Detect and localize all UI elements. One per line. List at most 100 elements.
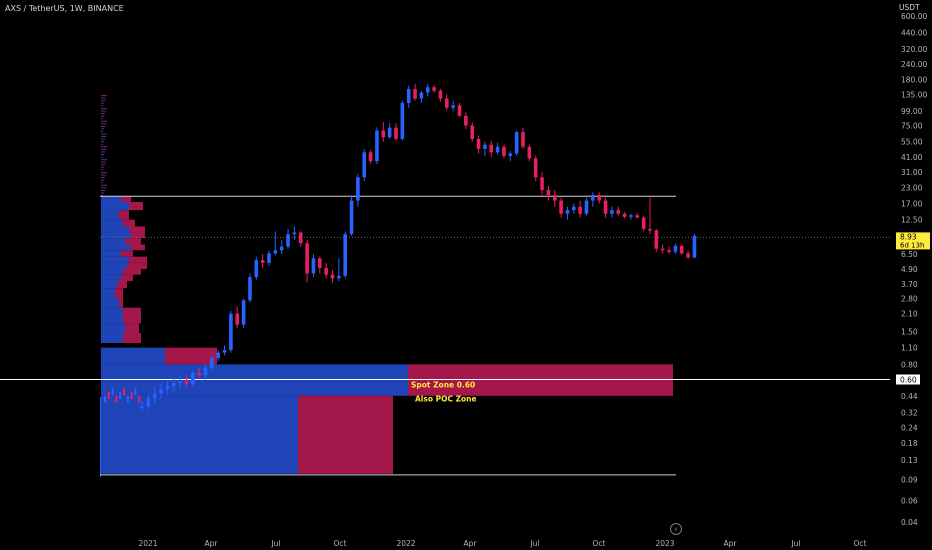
vp-up-bar-18 xyxy=(101,323,125,334)
current-price-value: 8.93 xyxy=(900,232,917,241)
candle-body-76 xyxy=(622,213,627,217)
time-tick-5: Apr xyxy=(464,539,478,548)
candle-body-33 xyxy=(349,200,354,235)
vp-tick-5 xyxy=(101,182,103,184)
candle-body-4 xyxy=(165,386,170,390)
level-price-value: 0.60 xyxy=(900,375,917,384)
candle-body-37 xyxy=(375,130,379,162)
price-tick-24: 0.44 xyxy=(901,392,918,401)
vp-down-bar-1 xyxy=(129,202,143,211)
candle-body-1 xyxy=(146,398,151,407)
vp-up-bar-19 xyxy=(101,333,123,344)
vp-tick-38 xyxy=(101,97,106,99)
vp-up-bar-11 xyxy=(101,268,123,275)
price-tick-2: 320.00 xyxy=(901,45,927,54)
candle-body-42 xyxy=(406,88,411,103)
candle-body-77 xyxy=(629,215,633,217)
price-tick-8: 55.00 xyxy=(901,138,923,147)
vp-down-bar-13 xyxy=(117,281,127,289)
vp-tick-37 xyxy=(101,100,105,102)
level-price-tag xyxy=(896,374,920,385)
candle-body-49 xyxy=(451,105,455,108)
candle-body-17 xyxy=(248,277,252,301)
price-tick-20: 1.50 xyxy=(901,327,918,336)
candle-body-60 xyxy=(521,132,525,147)
price-tick-6: 99.00 xyxy=(901,107,923,116)
poc-zone-label: Also POC Zone xyxy=(415,394,477,403)
vp-tick-35 xyxy=(101,105,103,107)
price-tick-19: 2.10 xyxy=(901,310,918,319)
vp-down-bar-6 xyxy=(125,238,141,245)
candle-body-71 xyxy=(591,194,595,201)
time-tick-2: Jul xyxy=(270,539,280,548)
vp-up-bar-3 xyxy=(101,219,123,227)
vp-tick-2 xyxy=(101,189,105,191)
price-tick-27: 0.18 xyxy=(901,439,918,448)
price-tick-25: 0.32 xyxy=(901,409,918,418)
candle-body-66 xyxy=(559,200,563,214)
time-tick-9: Apr xyxy=(724,539,738,548)
candle-body-18 xyxy=(254,260,259,278)
vp-up-bar-6 xyxy=(101,238,125,245)
vp-spine xyxy=(100,397,101,477)
price-tick-18: 2.80 xyxy=(901,294,918,303)
time-tick-10: Jul xyxy=(790,539,800,548)
price-tick-5: 135.00 xyxy=(901,90,927,99)
vp-tick-39 xyxy=(101,95,107,97)
candle-body-45 xyxy=(425,87,430,93)
candle-body-80 xyxy=(648,228,652,231)
vp-down-bar-3 xyxy=(123,219,135,227)
candle-body-21 xyxy=(273,250,278,254)
candle-body-86 xyxy=(686,253,690,258)
vp-up-bar-16 xyxy=(101,307,123,314)
vp-tick-24 xyxy=(101,133,107,135)
annotations: Spot Zone 0.60 Also POC Zone xyxy=(411,380,477,403)
candle-body-41 xyxy=(400,102,405,139)
price-tick-28: 0.13 xyxy=(901,456,918,465)
candle-body-87 xyxy=(692,235,697,258)
early-candle-6 xyxy=(126,395,129,403)
vp-up-bar-8 xyxy=(101,250,121,257)
candle-body-10 xyxy=(203,367,208,376)
vp-down-bar-10 xyxy=(127,262,147,269)
vp-tick-23 xyxy=(101,136,106,138)
candle-body-20 xyxy=(267,253,271,263)
vp-up-bar-14 xyxy=(101,288,115,299)
vp-up-bar-0 xyxy=(101,196,121,203)
candle-body-48 xyxy=(445,98,449,108)
vp-down-bar-22 xyxy=(408,379,673,396)
price-tick-10: 31.00 xyxy=(901,168,923,177)
candle-body-9 xyxy=(197,372,201,376)
vp-down-bar-2 xyxy=(119,210,129,220)
vp-up-bar-15 xyxy=(101,298,119,308)
vp-down-bar-16 xyxy=(123,307,141,314)
candle-body-44 xyxy=(419,92,424,99)
time-tick-6: Jul xyxy=(529,539,539,548)
early-candle-7 xyxy=(130,392,133,400)
price-tick-31: 0.04 xyxy=(901,518,918,527)
vp-down-bar-5 xyxy=(131,232,145,239)
candles xyxy=(104,83,697,411)
vp-up-bar-9 xyxy=(101,256,129,263)
candle-body-54 xyxy=(483,144,487,149)
early-candle-8 xyxy=(134,388,137,396)
candle-body-23 xyxy=(286,234,290,247)
flash-icon[interactable]: ⚡ xyxy=(670,523,682,535)
candle-body-62 xyxy=(533,158,538,178)
candle-body-32 xyxy=(343,234,347,276)
vp-tick-17 xyxy=(101,151,105,153)
vp-up-bar-23 xyxy=(101,395,298,474)
price-tick-4: 180.00 xyxy=(901,75,927,84)
countdown-value: 6d 13h xyxy=(900,241,924,249)
vp-tick-32 xyxy=(101,113,105,115)
vp-up-bar-13 xyxy=(101,281,117,289)
early-candle-5 xyxy=(123,388,125,396)
candle-body-79 xyxy=(641,217,646,229)
candle-body-52 xyxy=(470,125,474,139)
price-tick-9: 41.00 xyxy=(901,153,923,162)
vp-tick-1 xyxy=(101,192,104,194)
candle-body-63 xyxy=(540,177,544,190)
candle-body-28 xyxy=(318,258,322,268)
time-tick-1: Apr xyxy=(205,539,219,548)
